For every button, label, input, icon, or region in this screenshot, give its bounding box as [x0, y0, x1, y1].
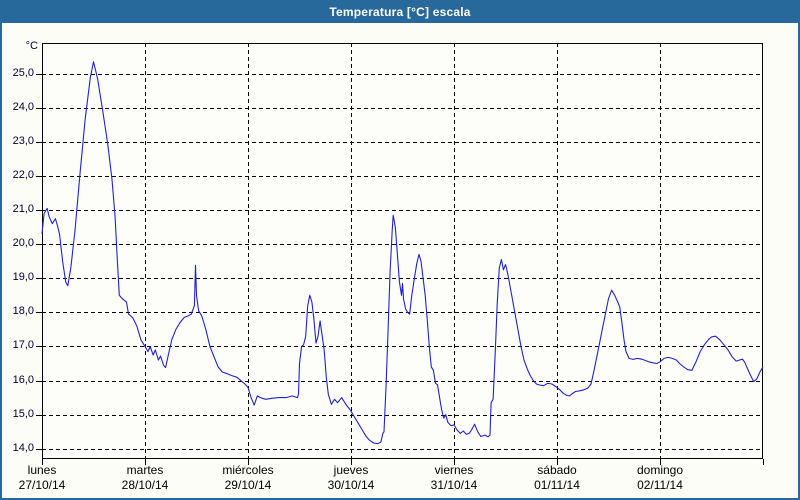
x-tick-label: sábado 01/11/14: [534, 463, 580, 493]
x-tick-label: miércoles 29/10/14: [222, 463, 273, 493]
plot-background: [42, 43, 763, 459]
day-date-label: 28/10/14: [121, 478, 169, 492]
x-tick-label: domingo 02/11/14: [637, 463, 683, 493]
y-tick-label: 17,0: [12, 339, 34, 352]
x-tick-label: martes 28/10/14: [122, 463, 169, 493]
y-tick-label: 16,0: [12, 373, 34, 386]
y-tick-label: 21,0: [12, 203, 34, 216]
day-name-label: jueves: [333, 463, 369, 477]
y-axis-unit-label: °C: [25, 40, 38, 52]
x-tick-label: jueves 30/10/14: [328, 463, 375, 493]
day-date-label: 02/11/14: [637, 478, 683, 492]
y-tick-label: 23,0: [12, 134, 34, 147]
day-date-label: 31/10/14: [430, 478, 478, 492]
y-tick-label: 25,0: [12, 66, 34, 79]
day-name-label: martes: [126, 463, 164, 477]
day-name-label: viernes: [434, 463, 474, 477]
day-date-label: 29/10/14: [224, 478, 272, 492]
y-tick-label: 15,0: [12, 407, 34, 420]
day-name-label: lunes: [27, 463, 57, 477]
day-name-label: miércoles: [222, 463, 274, 477]
window-titlebar[interactable]: Temperatura [°C] escala: [2, 2, 798, 23]
x-tick-label: viernes 31/10/14: [431, 463, 478, 493]
y-tick-label: 19,0: [12, 271, 34, 284]
temperature-plot: [36, 43, 764, 465]
y-axis-labels: 25,0 24,0 23,0 22,0 21,0 20,0 19,0 18,0 17,0 16,0…: [2, 2, 36, 498]
y-tick-label: 22,0: [12, 168, 34, 181]
y-tick-label: 24,0: [12, 100, 34, 113]
y-tick-label: 14,0: [12, 441, 34, 454]
x-tick-label: lunes 27/10/14: [19, 463, 66, 493]
day-name-label: domingo: [636, 463, 684, 477]
y-tick-label: 20,0: [12, 237, 34, 250]
day-date-label: 30/10/14: [327, 478, 375, 492]
day-date-label: 01/11/14: [534, 478, 580, 492]
window-title: Temperatura [°C] escala: [329, 5, 471, 19]
plot-border: [42, 43, 763, 459]
day-date-label: 27/10/14: [18, 478, 66, 492]
temperature-series-line: [41, 61, 764, 445]
y-tick-label: 18,0: [12, 305, 34, 318]
day-name-label: sábado: [537, 463, 577, 477]
